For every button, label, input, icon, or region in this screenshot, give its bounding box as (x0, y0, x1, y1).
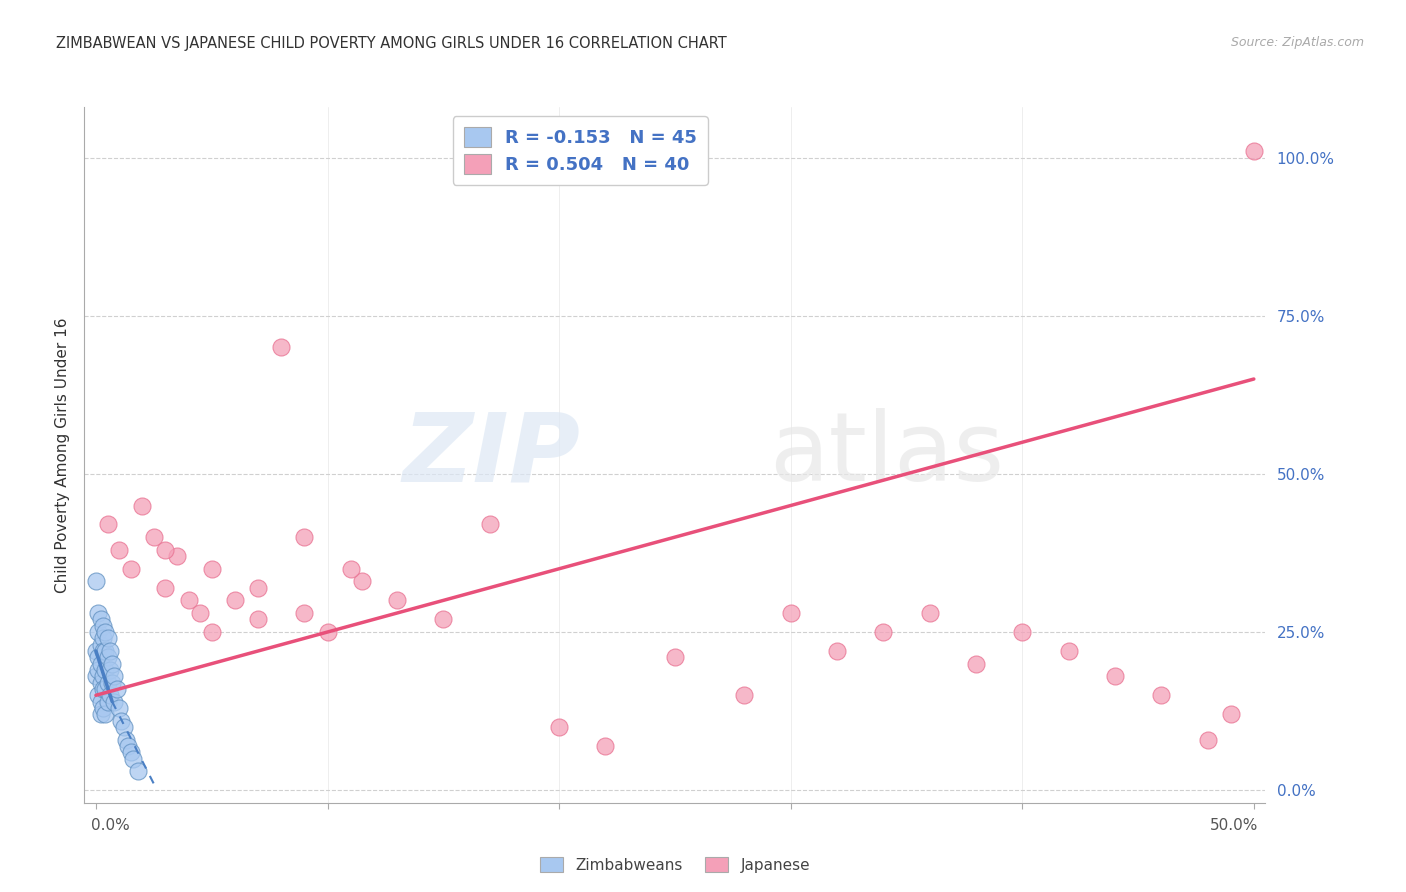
Point (87, 663, 110, 677)
Text: atlas: atlas (769, 409, 1004, 501)
Point (90, 612, 112, 626)
Point (103, 669, 125, 683)
Point (96, 695, 118, 709)
Point (96, 632, 118, 646)
Y-axis label: Child Poverty Among Girls Under 16: Child Poverty Among Girls Under 16 (55, 318, 70, 592)
Point (91, 701, 114, 715)
Point (91, 632, 114, 646)
Point (108, 542, 131, 557)
Point (224, 593, 246, 607)
Point (779, 606, 801, 620)
Point (548, 720, 571, 734)
Point (918, 606, 941, 620)
Point (96, 675, 118, 690)
Point (664, 650, 686, 665)
Point (87, 606, 110, 620)
Point (339, 562, 361, 576)
Point (90, 657, 112, 671)
Point (247, 581, 270, 595)
Point (247, 612, 270, 626)
Point (94, 681, 117, 696)
Point (90, 638, 112, 652)
Point (101, 657, 124, 671)
Point (825, 644, 848, 658)
Point (316, 625, 339, 640)
Point (292, 606, 315, 620)
Text: Source: ZipAtlas.com: Source: ZipAtlas.com (1230, 36, 1364, 49)
Point (87, 688, 110, 702)
Point (96, 650, 118, 665)
Point (155, 542, 177, 557)
Point (270, 340, 292, 354)
Point (155, 581, 177, 595)
Point (91, 644, 114, 658)
Point (201, 625, 224, 640)
Point (733, 688, 755, 702)
Point (432, 612, 454, 626)
Point (1057, 644, 1080, 658)
Text: ZIMBABWEAN VS JAPANESE CHILD POVERTY AMONG GIRLS UNDER 16 CORRELATION CHART: ZIMBABWEAN VS JAPANESE CHILD POVERTY AMO… (56, 36, 727, 51)
Point (94, 625, 117, 640)
Text: 0.0%: 0.0% (91, 818, 131, 832)
Point (103, 695, 125, 709)
Point (110, 714, 132, 728)
Point (94, 707, 117, 722)
Point (90, 675, 112, 690)
Point (115, 732, 138, 747)
Point (105, 681, 128, 696)
Point (1219, 707, 1241, 722)
Point (91, 618, 114, 632)
Point (84, 669, 107, 683)
Point (90, 707, 112, 722)
Point (87, 650, 110, 665)
Text: ZIP: ZIP (402, 409, 581, 501)
Point (142, 530, 165, 544)
Point (94, 663, 117, 677)
Point (84, 644, 107, 658)
Point (96, 517, 118, 532)
Point (292, 530, 315, 544)
Point (84, 574, 107, 589)
Point (965, 657, 987, 671)
Point (112, 720, 135, 734)
Point (201, 562, 224, 576)
Text: 50.0%: 50.0% (1211, 818, 1258, 832)
Point (595, 739, 617, 753)
Point (87, 625, 110, 640)
Point (98, 663, 121, 677)
Point (1104, 669, 1126, 683)
Point (91, 669, 114, 683)
Point (177, 593, 200, 607)
Point (352, 574, 374, 589)
Point (120, 562, 142, 576)
Point (90, 695, 112, 709)
Point (166, 549, 188, 563)
Legend: Zimbabweans, Japanese: Zimbabweans, Japanese (534, 850, 815, 879)
Point (385, 593, 408, 607)
Point (188, 606, 211, 620)
Point (1197, 732, 1219, 747)
Point (872, 625, 894, 640)
Point (91, 681, 114, 696)
Point (108, 701, 131, 715)
Point (117, 739, 139, 753)
Point (131, 499, 153, 513)
Point (120, 745, 142, 759)
Point (122, 751, 145, 765)
Point (1243, 145, 1265, 159)
Point (98, 688, 121, 702)
Point (478, 517, 501, 532)
Point (94, 644, 117, 658)
Point (1011, 625, 1033, 640)
Point (101, 675, 124, 690)
Point (1150, 688, 1173, 702)
Point (127, 764, 149, 779)
Point (98, 644, 121, 658)
